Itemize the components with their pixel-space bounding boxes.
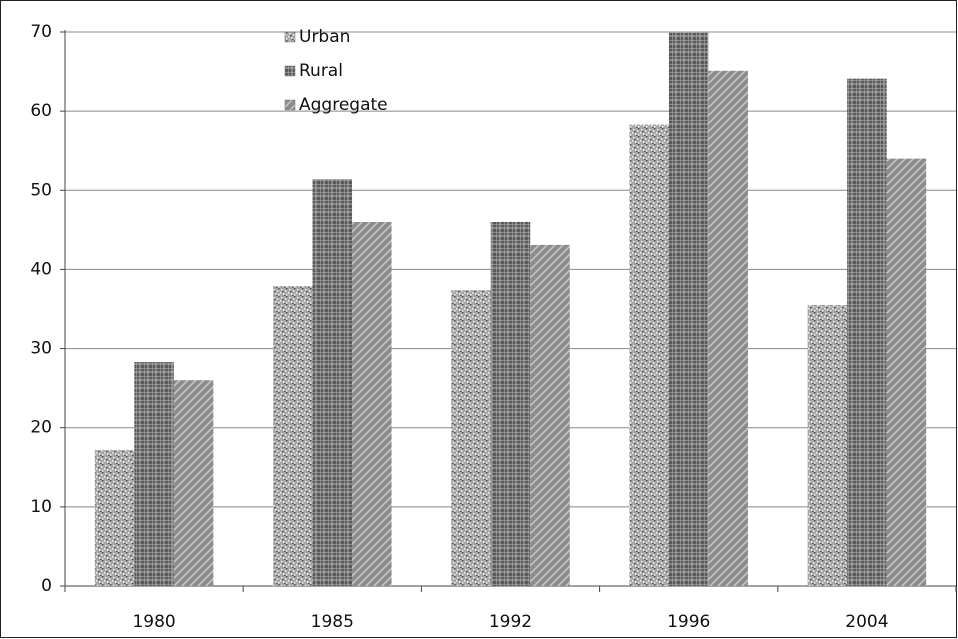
bar [94, 449, 135, 586]
bar [847, 78, 887, 587]
y-tick-label: 70 [30, 22, 52, 42]
legend-label: Rural [299, 61, 343, 81]
x-tick-label: 1992 [489, 612, 532, 632]
bar [708, 70, 748, 586]
y-tick-label: 20 [30, 418, 52, 438]
y-tick-label: 30 [30, 339, 52, 359]
x-tick-label: 2004 [845, 612, 888, 632]
legend-label: Aggregate [299, 95, 388, 115]
x-tick-label: 1980 [132, 612, 175, 632]
bar [312, 179, 353, 586]
y-tick-label: 60 [30, 101, 52, 121]
bar [273, 286, 313, 586]
bar [134, 362, 174, 586]
x-tick-label: 1985 [311, 612, 354, 632]
bar [352, 221, 392, 586]
bar [451, 290, 491, 586]
bar [807, 305, 848, 586]
bar [530, 244, 570, 586]
legend-swatch [284, 65, 296, 77]
bar [490, 221, 531, 586]
bar [173, 380, 214, 586]
legend-swatch [284, 99, 296, 111]
bar [668, 32, 709, 586]
bar [629, 124, 669, 587]
y-tick-label: 0 [41, 576, 52, 596]
x-tick-label: 1996 [667, 612, 710, 632]
y-tick-label: 10 [30, 497, 52, 517]
bar [886, 158, 927, 586]
legend-label: Urban [299, 27, 350, 47]
legend-swatch [284, 31, 296, 43]
y-tick-label: 50 [30, 180, 52, 200]
y-tick-label: 40 [30, 259, 52, 279]
